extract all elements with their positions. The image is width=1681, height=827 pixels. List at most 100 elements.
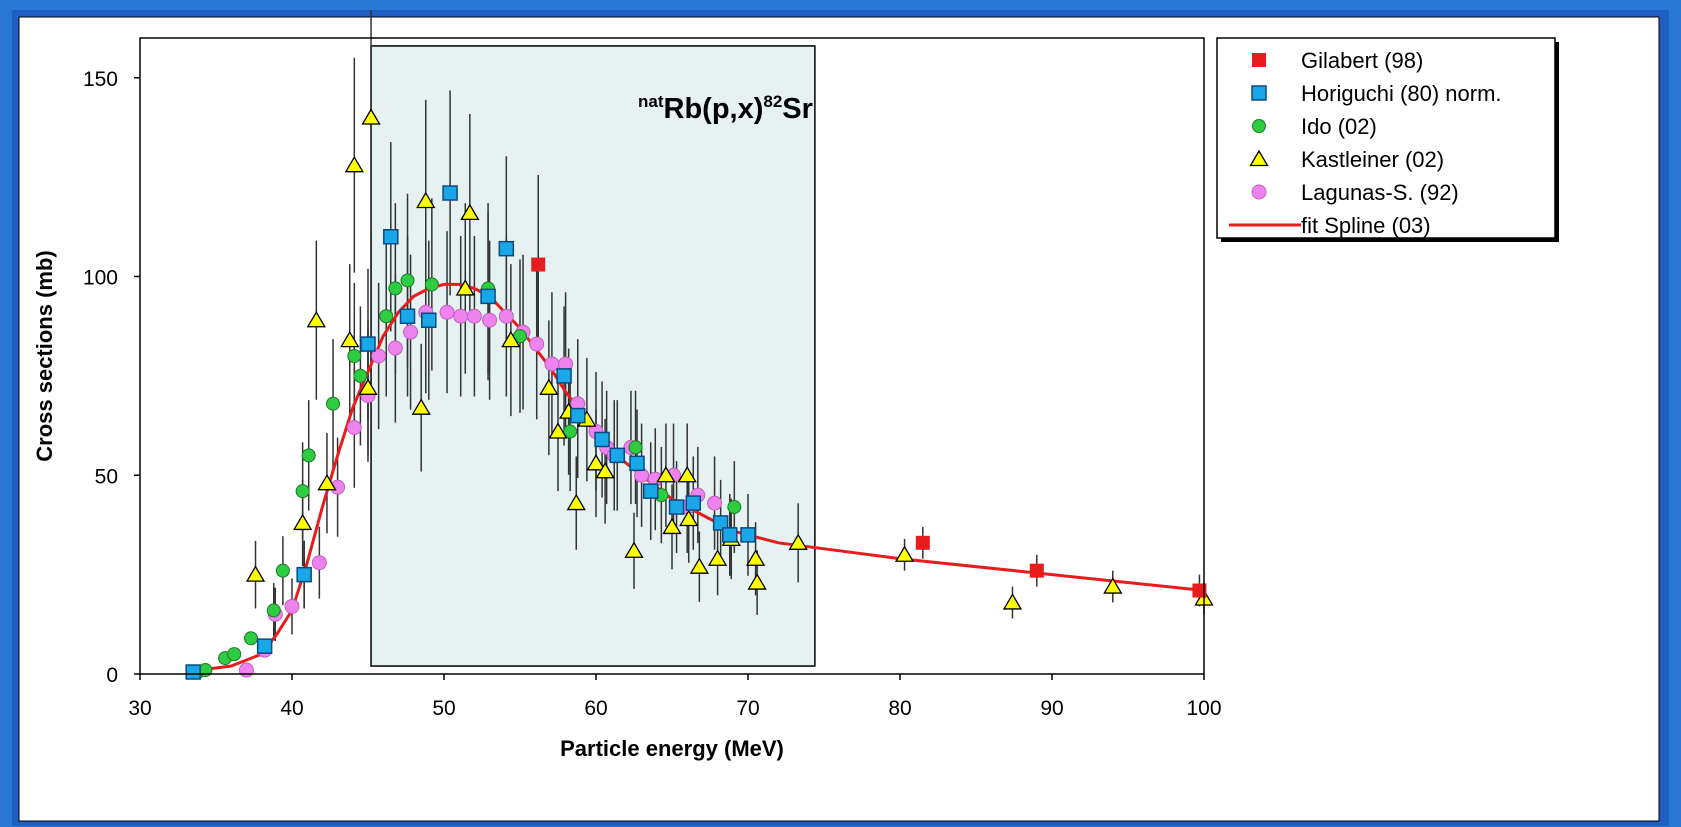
data-point bbox=[185, 664, 201, 680]
legend-marker bbox=[1251, 184, 1267, 200]
data-point bbox=[295, 484, 310, 499]
chart-frame: 30 40 50 60 70 80 90 100 0 50 100 150 Particle ene… bbox=[12, 10, 1669, 826]
data-point bbox=[439, 304, 455, 320]
title-sup-82: 82 bbox=[763, 92, 782, 111]
data-point bbox=[371, 348, 387, 364]
data-point bbox=[442, 185, 458, 201]
data-point bbox=[788, 533, 808, 550]
data-point bbox=[347, 349, 362, 363]
data-markers bbox=[185, 108, 1214, 680]
legend-label: Ido (02) bbox=[1301, 114, 1377, 139]
data-point bbox=[1029, 563, 1044, 578]
data-point bbox=[722, 527, 738, 543]
data-point bbox=[387, 340, 403, 356]
data-point bbox=[275, 563, 290, 578]
data-point bbox=[361, 108, 381, 125]
chart-svg: 30 40 50 60 70 80 90 100 0 50 100 150 Particle ene… bbox=[18, 10, 1660, 822]
data-point bbox=[594, 431, 610, 448]
x-tick-label: 100 bbox=[1186, 697, 1221, 720]
data-point bbox=[296, 566, 312, 583]
data-point bbox=[416, 191, 436, 209]
data-point bbox=[501, 330, 521, 348]
data-point bbox=[358, 378, 378, 395]
data-point bbox=[243, 631, 258, 646]
data-point bbox=[745, 549, 766, 566]
data-point bbox=[466, 308, 482, 324]
data-point bbox=[566, 493, 586, 511]
data-point bbox=[628, 440, 643, 455]
y-axis-title: Cross sections (mb) bbox=[32, 250, 57, 462]
legend-label: Horiguchi (80) norm. bbox=[1301, 81, 1502, 106]
y-tick-label: 100 bbox=[83, 267, 118, 290]
data-point bbox=[707, 495, 723, 511]
x-tick-label: 70 bbox=[736, 697, 759, 720]
data-point bbox=[293, 513, 313, 531]
data-point bbox=[353, 368, 368, 383]
data-point bbox=[400, 273, 415, 288]
data-point bbox=[556, 368, 572, 384]
data-point bbox=[609, 447, 626, 464]
x-tick-label: 80 bbox=[888, 697, 911, 720]
data-point bbox=[482, 312, 498, 328]
legend-marker bbox=[1252, 53, 1266, 67]
data-point bbox=[460, 203, 480, 221]
x-tick-label: 30 bbox=[128, 697, 151, 720]
legend-label: fit Spline (03) bbox=[1301, 213, 1431, 238]
data-point bbox=[1192, 583, 1207, 598]
y-tick-label: 150 bbox=[83, 68, 118, 91]
data-point bbox=[346, 420, 362, 436]
data-point bbox=[712, 515, 729, 531]
legend-label: Gilabert (98) bbox=[1301, 48, 1423, 73]
data-point bbox=[529, 336, 545, 352]
x-tick-label: 60 bbox=[584, 697, 607, 720]
data-point bbox=[679, 509, 699, 527]
title-sup-nat: nat bbox=[638, 92, 664, 111]
x-tick-label: 50 bbox=[432, 697, 455, 720]
legend-marker bbox=[1252, 119, 1266, 133]
data-point bbox=[453, 308, 469, 324]
data-point bbox=[266, 603, 281, 618]
data-point bbox=[317, 473, 337, 491]
data-point bbox=[668, 499, 685, 515]
y-tick-label: 50 bbox=[95, 465, 118, 488]
data-point bbox=[455, 279, 475, 296]
data-point bbox=[747, 573, 767, 590]
title-main-rb: Rb(p,x) bbox=[664, 93, 764, 125]
legend-label: Kastleiner (02) bbox=[1301, 147, 1444, 172]
legend-box bbox=[1216, 37, 1556, 239]
data-point bbox=[399, 308, 416, 324]
data-point bbox=[256, 638, 273, 654]
data-point bbox=[586, 454, 606, 471]
data-point bbox=[411, 398, 431, 415]
data-point bbox=[379, 309, 394, 324]
data-point bbox=[642, 483, 659, 499]
x-tick-label: 40 bbox=[280, 697, 303, 720]
data-point bbox=[707, 549, 728, 566]
y-tick-label: 0 bbox=[106, 664, 118, 687]
data-point bbox=[498, 308, 514, 324]
data-point bbox=[227, 647, 242, 662]
x-axis-ticks: 30 40 50 60 70 80 90 100 bbox=[128, 674, 1222, 720]
data-point bbox=[894, 545, 915, 562]
data-point bbox=[480, 288, 496, 305]
x-axis-title: Particle energy (MeV) bbox=[560, 736, 784, 761]
data-point bbox=[1103, 577, 1123, 594]
data-point bbox=[306, 310, 326, 328]
data-point bbox=[727, 500, 742, 515]
data-point bbox=[284, 598, 300, 614]
data-point bbox=[421, 312, 437, 328]
plot-border bbox=[139, 37, 1205, 675]
data-point bbox=[498, 240, 515, 257]
data-point bbox=[685, 495, 702, 511]
data-point bbox=[915, 535, 930, 550]
data-point bbox=[388, 281, 403, 296]
data-point bbox=[424, 277, 439, 292]
data-point bbox=[1002, 593, 1023, 610]
x-tick-label: 90 bbox=[1040, 697, 1063, 720]
data-point bbox=[624, 541, 644, 558]
data-point bbox=[677, 465, 697, 483]
highlight-band bbox=[370, 45, 816, 667]
data-point bbox=[548, 422, 568, 439]
chart-title: natRb(p,x)82Sr bbox=[638, 92, 813, 125]
data-point bbox=[238, 662, 254, 678]
